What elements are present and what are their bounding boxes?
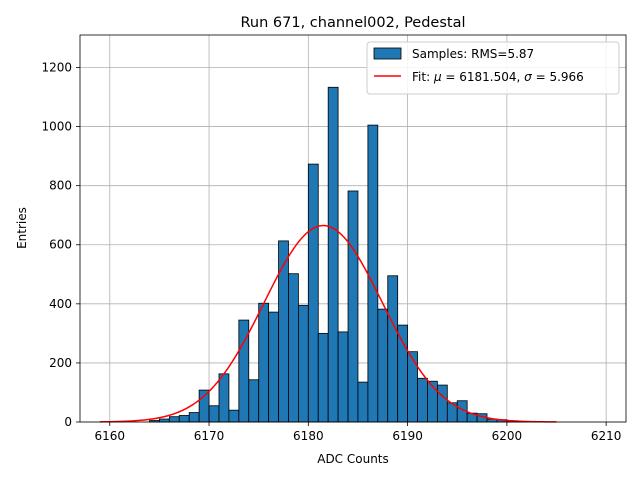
y-tick-label: 200	[49, 356, 72, 370]
histogram-bar	[248, 379, 260, 423]
x-tick-label: 6180	[293, 429, 324, 443]
legend-histogram-label: Samples: RMS=5.87	[412, 47, 534, 61]
legend-mu-value: = 6181.504,	[442, 70, 525, 84]
histogram-bar	[228, 409, 240, 423]
histogram-bar	[337, 331, 349, 423]
histogram-bar	[367, 124, 379, 423]
fit-curve	[99, 224, 557, 423]
histogram-bar	[198, 389, 210, 423]
histogram-bar	[377, 308, 389, 423]
x-tick-label: 6190	[392, 429, 423, 443]
histogram-bar	[436, 384, 448, 423]
legend-mu-symbol: μ	[433, 70, 442, 84]
y-tick-label: 800	[49, 179, 72, 193]
y-tick-label: 400	[49, 297, 72, 311]
histogram-bars	[149, 86, 528, 423]
histogram-bar	[297, 304, 309, 423]
x-tick-label: 6200	[492, 429, 523, 443]
histogram-bar	[218, 373, 230, 423]
y-tick-label: 0	[64, 415, 72, 429]
histogram-bar	[208, 405, 220, 423]
histogram-bar	[307, 163, 319, 423]
histogram-bar	[188, 412, 200, 423]
y-tick-label: 1200	[41, 60, 72, 74]
legend-fit-label: Fit: μ = 6181.504, σ = 5.966	[412, 70, 584, 84]
histogram-bar	[288, 273, 299, 423]
histogram-bar	[168, 416, 180, 423]
legend: Samples: RMS=5.87 Fit: μ = 6181.504, σ =…	[366, 41, 620, 95]
legend-sigma-symbol: σ	[524, 70, 532, 84]
axes-frame	[79, 34, 627, 423]
y-axis-label: Entries	[15, 207, 29, 249]
histogram-bar	[387, 275, 399, 423]
x-axis-ticks: 6160 6170 6180 6190 6200 6210	[95, 422, 622, 443]
histogram-bar	[357, 381, 369, 423]
histogram-bar	[178, 415, 190, 423]
histogram-bar	[278, 240, 289, 423]
legend-sigma-value: = 5.966	[532, 70, 584, 84]
histogram-bar	[159, 418, 170, 423]
y-axis-ticks: 0 200 400 600 800 1000 1200	[41, 60, 80, 429]
y-tick-label: 1000	[41, 120, 72, 134]
histogram-bar	[407, 351, 418, 423]
histogram-bar	[397, 324, 409, 423]
y-tick-label: 600	[49, 238, 72, 252]
histogram-bar	[417, 377, 428, 423]
x-tick-label: 6160	[95, 429, 126, 443]
histogram-bar	[258, 302, 270, 423]
histogram-bar	[317, 332, 329, 423]
legend-bar-swatch	[373, 47, 402, 60]
x-axis-label: ADC Counts	[317, 452, 389, 466]
x-tick-label: 6210	[591, 429, 622, 443]
legend-box	[366, 41, 620, 95]
legend-fit-prefix: Fit:	[412, 70, 434, 84]
histogram-bar	[268, 311, 279, 423]
histogram-bar	[327, 86, 339, 423]
histogram-bar	[347, 190, 359, 423]
histogram-bar	[427, 380, 438, 423]
chart-title: Run 671, channel002, Pedestal	[240, 15, 465, 31]
x-tick-label: 6170	[194, 429, 225, 443]
